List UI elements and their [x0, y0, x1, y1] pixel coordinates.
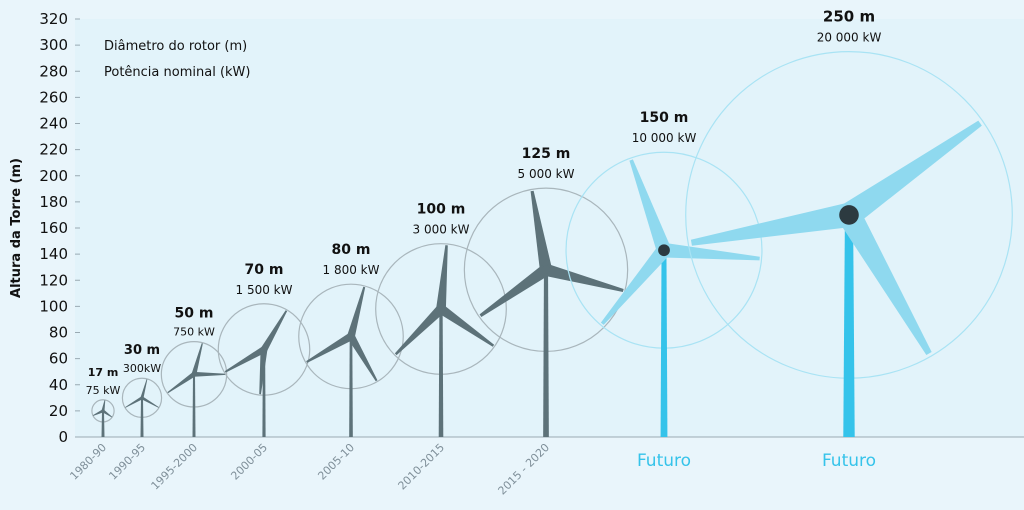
- blade: [261, 310, 288, 352]
- x-category-label: 2000-05: [228, 441, 270, 483]
- x-category-label: Futuro: [637, 451, 691, 471]
- tower: [543, 269, 549, 437]
- blade: [600, 245, 670, 325]
- blade: [191, 343, 203, 375]
- y-tick-label: 240: [39, 115, 68, 133]
- rated-power-label: 75 kW: [86, 384, 121, 397]
- hub: [437, 305, 445, 313]
- hub: [261, 347, 267, 352]
- y-tick-label: 200: [39, 167, 68, 185]
- rated-power-label: 300kW: [123, 362, 161, 375]
- hub: [348, 333, 354, 340]
- turbine-7: 150 m 10 000 kW Futuro: [565, 110, 763, 471]
- blade: [102, 409, 113, 418]
- blade: [394, 305, 445, 356]
- rotor-diameter-label: 100 m: [417, 202, 466, 218]
- rotor-diameter-label: 17 m: [88, 366, 119, 379]
- y-tick-label: 80: [49, 324, 68, 342]
- legend-rotor-diameter: Diâmetro do rotor (m): [104, 39, 247, 54]
- blade: [194, 371, 227, 377]
- blade: [347, 334, 378, 382]
- blade: [167, 372, 196, 394]
- rotor-diameter-label: 250 m: [823, 8, 875, 26]
- rated-power-label: 3 000 kW: [413, 223, 470, 237]
- y-axis-label: Altura da Torre (m): [9, 158, 24, 298]
- tower: [101, 410, 105, 437]
- blade: [224, 346, 266, 373]
- rated-power-label: 5 000 kW: [518, 167, 575, 181]
- blade: [140, 379, 148, 399]
- y-axis: 0 20 40 60 80 100 120 140 160 180 200 220 240 260 280 3…: [39, 10, 80, 446]
- blade: [259, 349, 268, 395]
- y-tick-label: 40: [49, 376, 68, 394]
- tower: [660, 250, 668, 437]
- y-tick-label: 260: [39, 88, 68, 106]
- rotor-diameter-label: 150 m: [640, 110, 689, 126]
- hub: [658, 244, 670, 257]
- blade: [438, 304, 495, 347]
- tower: [438, 308, 444, 437]
- legend-rated-power: Potência nominal (kW): [104, 65, 250, 80]
- blade: [629, 159, 671, 253]
- blade: [436, 245, 448, 310]
- x-category-label: 1980-90: [67, 441, 109, 483]
- y-tick-label: 0: [58, 428, 68, 446]
- tower: [843, 214, 855, 437]
- y-tick-label: 120: [39, 271, 68, 289]
- y-tick-label: 180: [39, 193, 68, 211]
- y-tick-label: 100: [39, 297, 68, 315]
- hub: [541, 265, 551, 274]
- hub: [101, 409, 105, 413]
- blade: [841, 120, 982, 225]
- blade: [663, 242, 760, 261]
- rotor-diameter-label: 125 m: [522, 146, 571, 162]
- tower: [140, 397, 144, 437]
- y-tick-label: 20: [49, 402, 68, 420]
- blade: [544, 263, 624, 292]
- rated-power-label: 1 800 kW: [323, 263, 380, 277]
- x-category-label: 1995-2000: [149, 441, 201, 493]
- turbine-8: 250 m 20 000 kW Futuro: [685, 8, 1013, 471]
- x-category-label: 1990-95: [106, 441, 148, 483]
- blade: [101, 400, 106, 412]
- blade: [141, 396, 159, 408]
- x-category-label: 2005-10: [315, 441, 357, 483]
- y-tick-label: 300: [39, 36, 68, 54]
- blade: [690, 202, 852, 246]
- y-tick-label: 160: [39, 219, 68, 237]
- blade: [125, 396, 143, 408]
- x-category-label: Futuro: [822, 451, 876, 471]
- y-tick-label: 140: [39, 245, 68, 263]
- blade: [306, 333, 353, 363]
- rotor-diameter-label: 50 m: [175, 306, 214, 322]
- hub: [140, 396, 144, 400]
- x-category-label: 2010-2015: [396, 441, 448, 493]
- legend: Diâmetro do rotor (m) Potência nominal (…: [104, 39, 250, 80]
- tower: [192, 374, 196, 437]
- hub: [192, 372, 196, 376]
- rotor-diameter-label: 70 m: [245, 262, 284, 278]
- rotor-diameter-label: 30 m: [124, 343, 160, 358]
- rotor-diameter-label: 80 m: [332, 242, 371, 258]
- y-tick-label: 280: [39, 62, 68, 80]
- y-tick-label: 60: [49, 350, 68, 368]
- blade: [479, 264, 550, 317]
- rated-power-label: 10 000 kW: [632, 131, 697, 145]
- blade: [530, 190, 553, 271]
- rated-power-label: 1 500 kW: [236, 283, 293, 297]
- rated-power-label: 750 kW: [173, 326, 215, 339]
- y-tick-label: 320: [39, 10, 68, 28]
- y-tick-label: 220: [39, 141, 68, 159]
- x-category-label: 2015 - 2020: [496, 441, 553, 498]
- tower: [349, 336, 353, 437]
- blade: [347, 286, 366, 338]
- rated-power-label: 20 000 kW: [817, 31, 882, 45]
- hub: [839, 205, 859, 225]
- blade: [838, 208, 932, 356]
- blade: [92, 409, 104, 416]
